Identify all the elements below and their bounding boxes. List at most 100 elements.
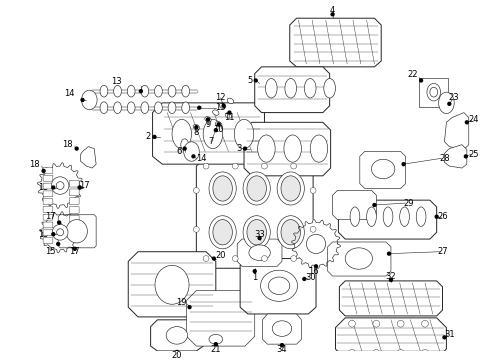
Circle shape bbox=[466, 121, 468, 124]
Circle shape bbox=[203, 163, 209, 169]
Ellipse shape bbox=[209, 216, 236, 249]
FancyBboxPatch shape bbox=[70, 189, 79, 196]
Polygon shape bbox=[336, 318, 446, 359]
Circle shape bbox=[348, 320, 355, 327]
Ellipse shape bbox=[182, 85, 190, 97]
Text: 16: 16 bbox=[308, 267, 319, 276]
Circle shape bbox=[56, 182, 64, 189]
Circle shape bbox=[52, 224, 68, 240]
Circle shape bbox=[331, 13, 334, 16]
Circle shape bbox=[57, 243, 60, 246]
Polygon shape bbox=[244, 122, 331, 176]
Ellipse shape bbox=[439, 92, 454, 113]
Circle shape bbox=[253, 270, 256, 273]
Circle shape bbox=[388, 252, 391, 255]
Ellipse shape bbox=[281, 176, 300, 201]
Text: 20: 20 bbox=[216, 251, 226, 260]
Circle shape bbox=[232, 256, 238, 261]
Text: 13: 13 bbox=[216, 103, 226, 112]
Ellipse shape bbox=[141, 102, 148, 113]
Circle shape bbox=[306, 234, 326, 253]
Ellipse shape bbox=[261, 270, 297, 301]
FancyBboxPatch shape bbox=[43, 214, 53, 220]
Circle shape bbox=[57, 229, 64, 236]
Text: 15: 15 bbox=[38, 230, 49, 239]
Text: 15: 15 bbox=[45, 247, 55, 256]
Polygon shape bbox=[128, 252, 216, 317]
Ellipse shape bbox=[154, 85, 162, 97]
Ellipse shape bbox=[205, 117, 211, 122]
Ellipse shape bbox=[304, 78, 316, 98]
Circle shape bbox=[262, 163, 268, 169]
FancyBboxPatch shape bbox=[43, 167, 53, 174]
Polygon shape bbox=[340, 281, 442, 316]
Ellipse shape bbox=[285, 78, 296, 98]
Text: 29: 29 bbox=[403, 199, 414, 208]
Text: 10: 10 bbox=[214, 125, 224, 134]
Circle shape bbox=[448, 102, 451, 105]
Polygon shape bbox=[444, 145, 467, 168]
Ellipse shape bbox=[127, 102, 135, 113]
Polygon shape bbox=[37, 163, 83, 208]
Text: 22: 22 bbox=[408, 70, 418, 79]
Ellipse shape bbox=[310, 135, 328, 162]
FancyBboxPatch shape bbox=[43, 238, 53, 243]
Circle shape bbox=[188, 306, 191, 309]
Circle shape bbox=[195, 126, 198, 129]
Text: 18: 18 bbox=[62, 140, 73, 149]
Text: 12: 12 bbox=[216, 94, 226, 103]
Ellipse shape bbox=[266, 78, 277, 98]
Ellipse shape bbox=[213, 176, 232, 201]
Circle shape bbox=[217, 123, 220, 126]
Circle shape bbox=[280, 344, 283, 347]
Circle shape bbox=[397, 350, 404, 356]
Ellipse shape bbox=[100, 102, 108, 113]
Text: 17: 17 bbox=[45, 212, 55, 221]
Ellipse shape bbox=[127, 85, 135, 97]
Polygon shape bbox=[40, 212, 81, 253]
Text: 30: 30 bbox=[305, 274, 316, 283]
Ellipse shape bbox=[203, 120, 222, 149]
Ellipse shape bbox=[243, 216, 270, 249]
Circle shape bbox=[244, 147, 246, 150]
Ellipse shape bbox=[427, 84, 441, 101]
Circle shape bbox=[465, 155, 467, 158]
Ellipse shape bbox=[350, 207, 360, 226]
Text: 26: 26 bbox=[437, 212, 448, 221]
Ellipse shape bbox=[227, 98, 234, 104]
FancyBboxPatch shape bbox=[43, 175, 53, 181]
Ellipse shape bbox=[277, 216, 304, 249]
FancyBboxPatch shape bbox=[43, 207, 53, 212]
Text: 21: 21 bbox=[211, 345, 221, 354]
Circle shape bbox=[419, 79, 422, 82]
Text: 18: 18 bbox=[29, 159, 40, 168]
Polygon shape bbox=[292, 220, 341, 269]
Text: 20: 20 bbox=[172, 351, 182, 360]
Text: 24: 24 bbox=[468, 115, 479, 124]
FancyBboxPatch shape bbox=[43, 199, 53, 204]
Circle shape bbox=[443, 336, 446, 339]
Circle shape bbox=[310, 188, 316, 193]
Polygon shape bbox=[237, 239, 282, 266]
Circle shape bbox=[291, 163, 296, 169]
Polygon shape bbox=[240, 258, 316, 314]
FancyBboxPatch shape bbox=[43, 222, 53, 228]
Circle shape bbox=[75, 147, 78, 150]
Circle shape bbox=[373, 350, 380, 356]
Text: 15: 15 bbox=[38, 183, 49, 192]
Ellipse shape bbox=[172, 120, 192, 149]
Circle shape bbox=[194, 188, 199, 193]
Polygon shape bbox=[196, 156, 313, 268]
Ellipse shape bbox=[216, 122, 222, 127]
Text: 32: 32 bbox=[386, 271, 396, 280]
FancyBboxPatch shape bbox=[419, 77, 448, 107]
Circle shape bbox=[58, 221, 61, 224]
Ellipse shape bbox=[193, 125, 199, 130]
Circle shape bbox=[52, 186, 55, 189]
Ellipse shape bbox=[371, 159, 395, 179]
Circle shape bbox=[315, 265, 318, 268]
Circle shape bbox=[373, 203, 376, 207]
Circle shape bbox=[207, 118, 210, 121]
Ellipse shape bbox=[225, 113, 232, 118]
Ellipse shape bbox=[141, 85, 148, 97]
